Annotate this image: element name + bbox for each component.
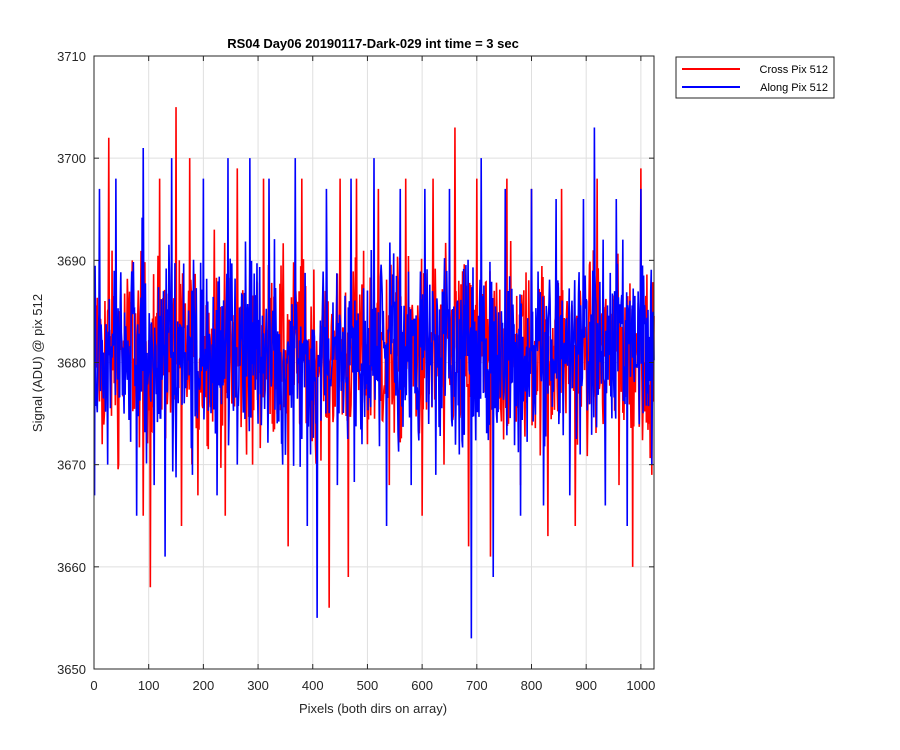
x-axis-title: Pixels (both dirs on array): [299, 701, 447, 716]
x-tick-label: 1000: [626, 678, 655, 693]
axis-ticks: 0 100 200 300 400 500 600 700 800 900 1000 3650 3660…: [57, 49, 655, 693]
y-tick-label: 3710: [57, 49, 86, 64]
y-tick-label: 3670: [57, 458, 86, 473]
x-tick-label: 200: [193, 678, 215, 693]
y-tick-label: 3700: [57, 151, 86, 166]
y-tick-label: 3680: [57, 356, 86, 371]
chart-title: RS04 Day06 20190117-Dark-029 int time = …: [227, 36, 519, 51]
x-tick-label: 300: [247, 678, 269, 693]
legend-label-cross-pix: Cross Pix 512: [760, 64, 828, 76]
y-tick-label: 3660: [57, 560, 86, 575]
legend-box: [675, 56, 835, 99]
x-tick-label: 700: [466, 678, 488, 693]
x-tick-label: 400: [302, 678, 324, 693]
x-tick-label: 0: [90, 678, 97, 693]
y-axis-title: Signal (ADU) @ pix 512: [30, 294, 45, 432]
series-line-along-pix: [93, 127, 655, 639]
x-tick-label: 500: [357, 678, 379, 693]
x-tick-label: 900: [575, 678, 597, 693]
x-tick-label: 100: [138, 678, 160, 693]
x-tick-label: 800: [521, 678, 543, 693]
legend-label-along-pix: Along Pix 512: [760, 82, 828, 94]
y-tick-label: 3650: [57, 662, 86, 677]
plot-area: [93, 107, 655, 639]
legend: Cross Pix 512 Along Pix 512: [675, 56, 835, 99]
x-tick-label: 600: [411, 678, 433, 693]
y-tick-label: 3690: [57, 253, 86, 268]
